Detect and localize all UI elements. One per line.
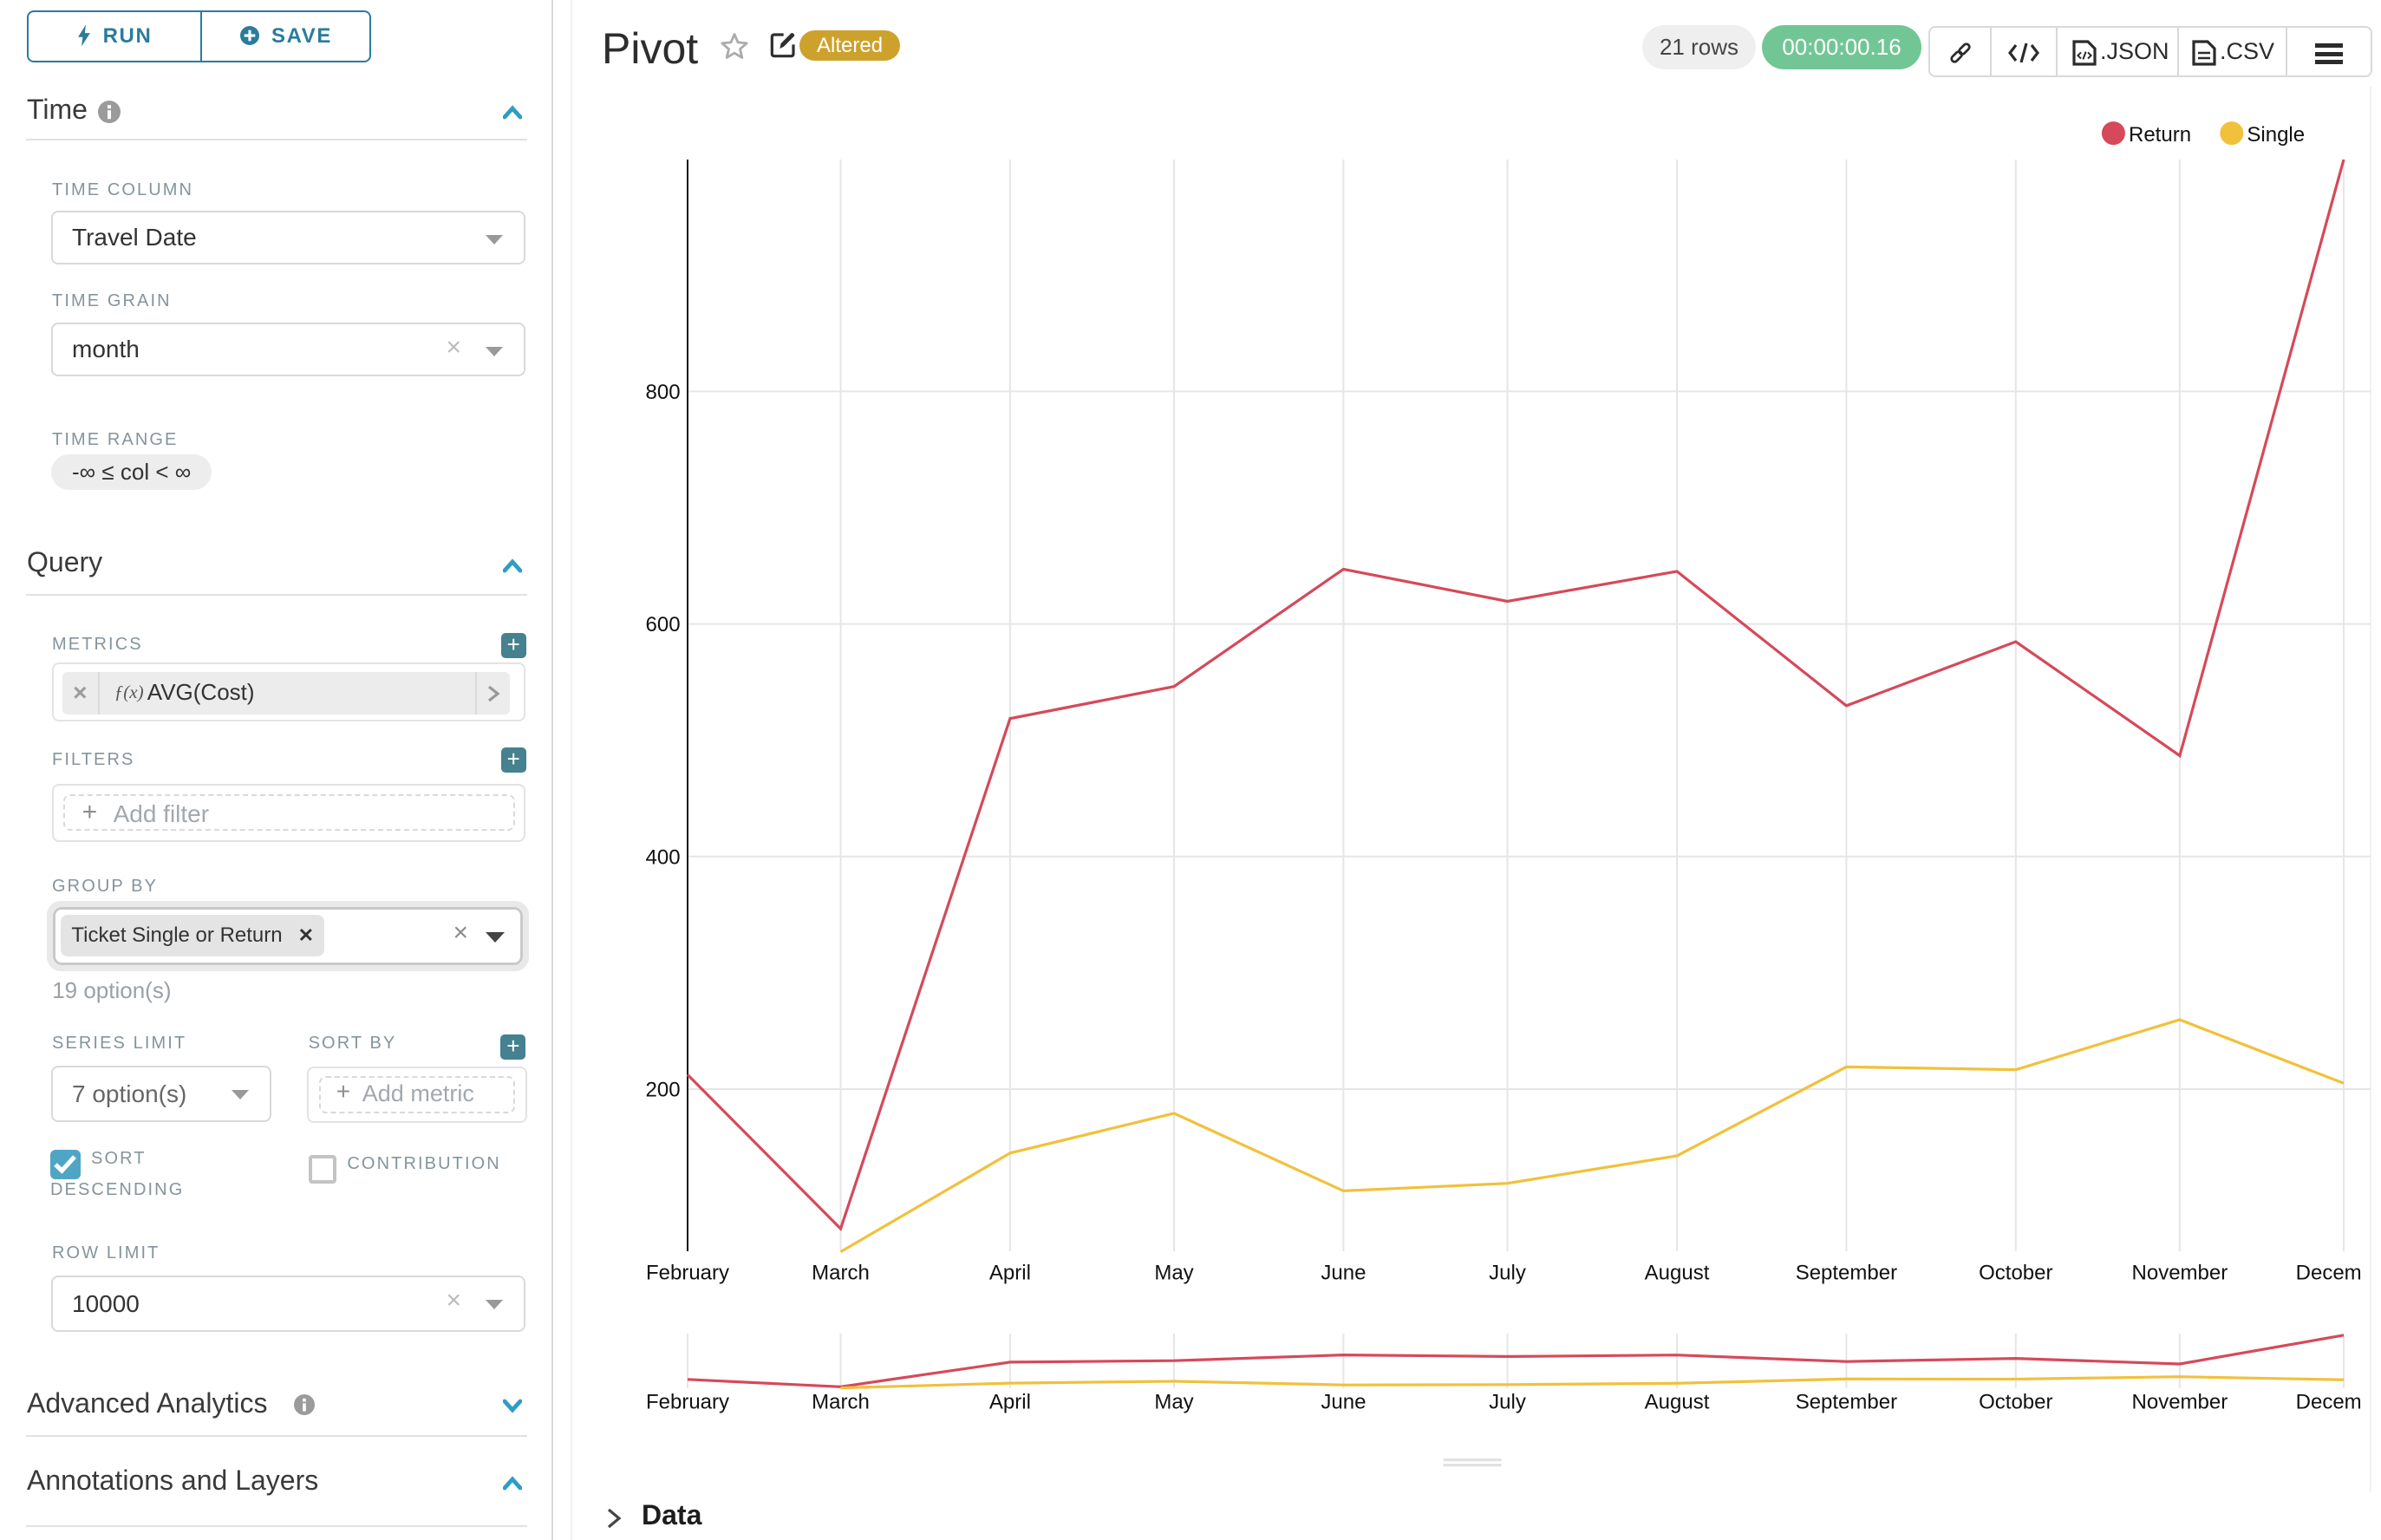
svg-text:800: 800	[646, 381, 681, 404]
svg-text:Single: Single	[2247, 123, 2305, 147]
svg-text:May: May	[1154, 1391, 1193, 1414]
svg-text:April: April	[989, 1391, 1031, 1414]
svg-text:June: June	[1321, 1391, 1366, 1414]
svg-text:August: August	[1645, 1391, 1710, 1414]
svg-text:November: November	[2132, 1262, 2228, 1285]
svg-text:February: February	[646, 1391, 729, 1414]
svg-text:February: February	[646, 1262, 729, 1285]
svg-text:Return: Return	[2129, 123, 2191, 147]
svg-text:December: December	[2296, 1391, 2381, 1414]
svg-text:October: October	[1979, 1262, 2052, 1285]
svg-text:March: March	[812, 1262, 870, 1285]
svg-text:December: December	[2296, 1262, 2381, 1285]
svg-text:August: August	[1645, 1262, 1710, 1285]
svg-text:July: July	[1489, 1262, 1526, 1285]
svg-text:600: 600	[646, 613, 681, 636]
svg-text:October: October	[1979, 1391, 2052, 1414]
svg-text:July: July	[1489, 1391, 1526, 1414]
svg-text:September: September	[1796, 1262, 1897, 1285]
svg-text:November: November	[2132, 1391, 2228, 1414]
svg-text:June: June	[1321, 1262, 1366, 1285]
svg-text:September: September	[1796, 1391, 1897, 1414]
svg-text:March: March	[812, 1391, 870, 1414]
svg-text:200: 200	[646, 1079, 681, 1102]
svg-text:April: April	[989, 1262, 1031, 1285]
svg-text:400: 400	[646, 845, 681, 869]
svg-text:May: May	[1154, 1262, 1193, 1285]
